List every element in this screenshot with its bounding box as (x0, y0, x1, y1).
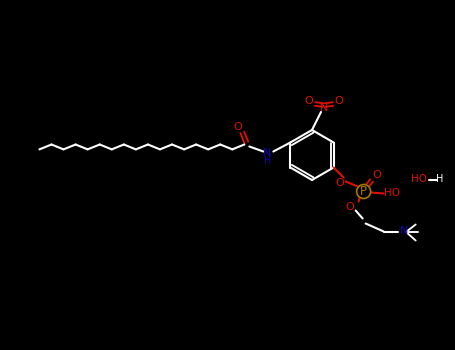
Text: HO: HO (411, 175, 427, 184)
Text: N: N (399, 226, 408, 237)
Text: P: P (360, 185, 367, 198)
Text: H: H (263, 155, 271, 166)
Text: HO: HO (384, 189, 399, 198)
Text: O: O (335, 177, 344, 188)
Circle shape (357, 184, 371, 198)
Text: N: N (263, 148, 272, 159)
Text: O: O (372, 170, 381, 181)
Text: H: H (436, 175, 443, 184)
Text: N: N (320, 103, 328, 113)
Text: O: O (233, 122, 242, 133)
Text: O: O (305, 96, 313, 106)
Text: O: O (334, 96, 344, 106)
Text: O: O (345, 203, 354, 212)
